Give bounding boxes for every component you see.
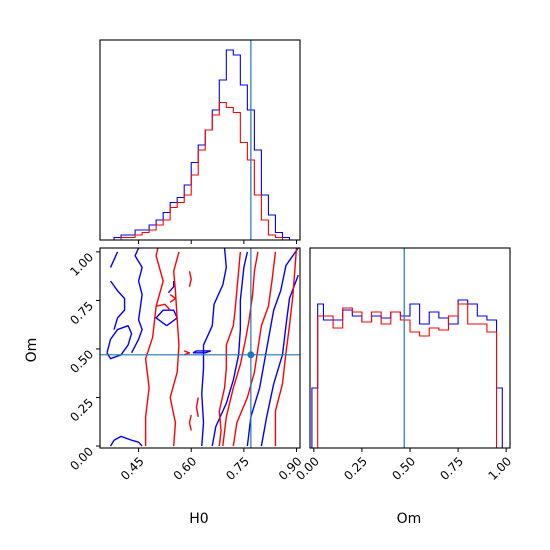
x-tick-label: 0.75 <box>223 454 252 483</box>
h0-om-joint-frame <box>99 247 301 449</box>
h0-om-joint-panel: 0.45 0.60 0.75 0.90 0.000.250.500.751.00 H0… <box>24 247 305 527</box>
h0-marginal-panel <box>99 39 301 244</box>
contour-line-series-1 <box>192 350 212 354</box>
x-axis-title: Om <box>397 511 422 527</box>
y-tick-label: 0.75 <box>67 299 96 328</box>
x-tick-label: 0.45 <box>118 454 147 483</box>
contour-line-series-1 <box>211 251 249 447</box>
contour-line-series-1 <box>109 251 119 268</box>
x-axis-title: H0 <box>189 511 208 527</box>
contour-line-series-2 <box>169 251 180 447</box>
contour-line-series-1 <box>109 435 143 447</box>
contour-line-series-2 <box>188 414 192 431</box>
y-tick-label: 0.50 <box>67 347 96 376</box>
x-tick-label: 1.00 <box>485 454 514 483</box>
contour-line-series-1 <box>130 248 143 354</box>
contour-line-series-1 <box>201 248 228 447</box>
y-tick-label: 1.00 <box>67 250 96 279</box>
contour-line-series-2 <box>144 248 164 447</box>
contour-line-series-1 <box>167 281 175 294</box>
truth-point <box>247 351 255 359</box>
contour-line-series-1 <box>106 324 133 360</box>
y-axis-title: Om <box>24 338 40 363</box>
y-tick-label: 0.25 <box>67 396 96 425</box>
contour-line-series-2 <box>155 303 171 311</box>
histogram-series-1 <box>100 49 297 241</box>
contour-line-series-2 <box>274 248 298 447</box>
h0-marginal-frame <box>99 39 301 241</box>
om-marginal-panel: 0.00 0.25 0.50 0.75 1.00 Om <box>293 247 514 527</box>
histogram-series-2 <box>100 101 297 241</box>
contour-line-series-1 <box>246 248 299 447</box>
contour-line-series-2 <box>169 294 177 303</box>
x-tick-label: 0.75 <box>437 454 466 483</box>
contour-line-series-1 <box>155 309 178 327</box>
contour-line-series-2 <box>232 251 277 447</box>
histogram-series-2 <box>311 303 509 449</box>
contour-line-series-2 <box>183 350 191 356</box>
x-tick-label: 0.25 <box>341 454 370 483</box>
contour-line-series-1 <box>109 280 126 330</box>
contour-line-series-2 <box>188 271 192 287</box>
y-tick-label: 0.00 <box>67 444 96 473</box>
contour-line-series-2 <box>218 251 242 447</box>
x-tick-label: 0.60 <box>171 454 200 483</box>
x-tick-label: 0.50 <box>389 454 418 483</box>
contour-line-series-2 <box>195 397 199 418</box>
om-marginal-frame <box>309 247 511 449</box>
contour-line-series-2 <box>222 251 259 447</box>
